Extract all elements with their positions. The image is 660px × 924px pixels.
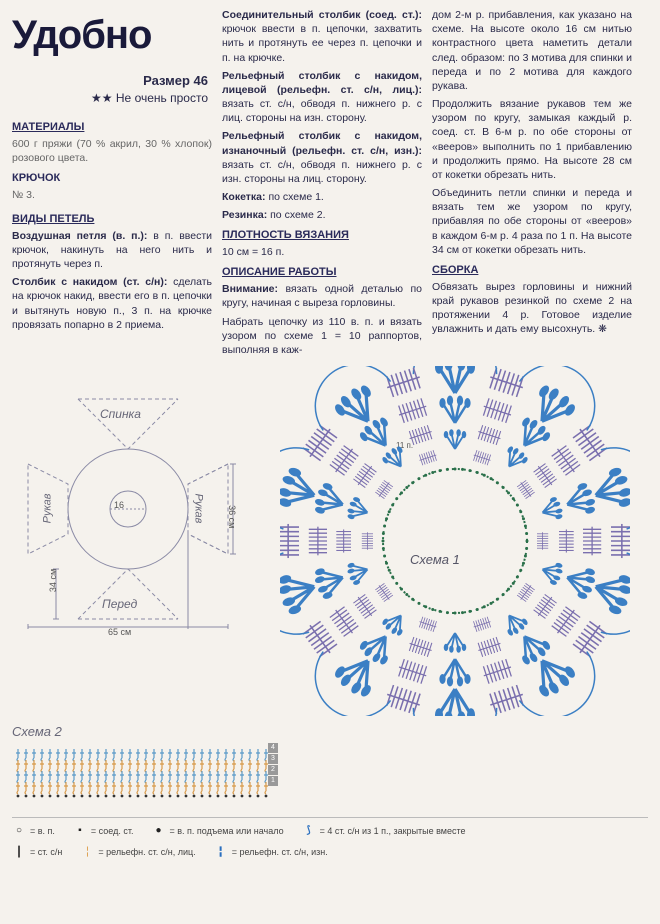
- rel-izn-text: вязать ст. с/н, об­водя п. нижнего р. с …: [222, 159, 422, 185]
- ss-text: крючок ввести в п. цепочки, захватить ни…: [222, 23, 422, 63]
- legend-text: = рельефн. ст. с/н, изн.: [232, 846, 328, 858]
- density-heading: ПЛОТНОСТЬ ВЯЗАНИЯ: [222, 228, 422, 243]
- schema1-chart: [280, 366, 630, 716]
- rezinka-text: по схеме 2.: [270, 209, 325, 221]
- rezinka: Резинка: по схеме 2.: [222, 208, 422, 222]
- materials-yarn: 600 г пряжи (70 % акрил, 30 % хлопок) ро…: [12, 137, 212, 165]
- row-num: 2: [268, 765, 278, 775]
- legend-item: ⟆ = 4 ст. с/н из 1 п., закрытые вместе: [302, 824, 466, 838]
- dim-34: 34 см: [47, 569, 59, 592]
- stitch-ss: Соединительный столбик (со­ед. ст.): крю…: [222, 8, 422, 65]
- dim-65: 65 см: [108, 626, 131, 638]
- sn-label: Столбик с накидом (ст. с/н):: [12, 276, 167, 288]
- rel-lic-text: вязать ст. с/н, об­водя п. нижнего р. с …: [222, 98, 422, 124]
- koketka-text: по схеме 1.: [268, 191, 323, 203]
- schema2-area: Схема 2 4 3 2 1: [0, 723, 660, 813]
- chain-text: Набрать цепочку из 110 в. п. и вязать уз…: [222, 315, 422, 358]
- work-heading: ОПИСАНИЕ РАБОТЫ: [222, 265, 422, 280]
- legend-item: ╏ = рельефн. ст. с/н, изн.: [214, 846, 328, 860]
- attention-label: Внимание:: [222, 283, 278, 295]
- materials-heading: МАТЕРИАЛЫ: [12, 120, 212, 135]
- assembly-heading: СБОРКА: [432, 263, 632, 278]
- legend-item: ○ = в. п.: [12, 824, 55, 838]
- row-num: 1: [268, 776, 278, 786]
- schema2-label: Схема 2: [12, 723, 62, 741]
- diagram-area: Спинка Перед Рукав Рукав 16 36 см 34 см …: [0, 371, 660, 721]
- size-line: Размер 46: [12, 72, 208, 90]
- rel-lic-label: Рельефный столбик с наки­дом, лицевой (р…: [222, 70, 422, 96]
- legend-text: = 4 ст. с/н из 1 п., закрытые вместе: [320, 825, 466, 837]
- schema1-label: Схема 1: [410, 551, 460, 569]
- middle-column: Соединительный столбик (со­ед. ст.): крю…: [222, 8, 422, 361]
- legend-item: ╎ = рельефн. ст. с/н, лиц.: [80, 846, 195, 860]
- dim-36: 36 см: [226, 505, 238, 528]
- label-pered: Перед: [102, 596, 137, 612]
- koketka: Кокетка: по схеме 1.: [222, 190, 422, 204]
- left-column: Удобно Размер 46 ★★ Не очень просто МАТЕ…: [12, 8, 212, 361]
- col3-p1: дом 2-м р. прибавления, как указано на с…: [432, 8, 632, 93]
- legend-sym: ●: [151, 824, 165, 838]
- rel-izn-label: Рельефный столбик с наки­дом, изнаночный…: [222, 130, 422, 156]
- stitch-vp: Воздушная петля (в. п.): в п. ввести крю…: [12, 229, 212, 272]
- col3-p3: Объединить петли спинки и переда и вязат…: [432, 186, 632, 257]
- vp-label: Воздушная петля (в. п.):: [12, 230, 147, 242]
- size-box: Размер 46 ★★ Не очень просто: [12, 72, 212, 106]
- legend-text: = соед. ст.: [91, 825, 134, 837]
- stitch-rel-izn: Рельефный столбик с наки­дом, изнаночный…: [222, 129, 422, 186]
- label-spinka: Спинка: [100, 406, 141, 422]
- legend-item: ┃ = ст. с/н: [12, 846, 62, 860]
- legend-text: = в. п.: [30, 825, 55, 837]
- label-rukav-right: Рукав: [191, 494, 206, 524]
- label-rukav-left: Рукав: [41, 494, 56, 524]
- row-num: 3: [268, 754, 278, 764]
- legend-sym: ▪: [73, 824, 87, 838]
- rezinka-label: Резинка:: [222, 209, 267, 221]
- legend-item: ● = в. п. подъема или начало: [151, 824, 283, 838]
- row-num: 4: [268, 743, 278, 753]
- stitches-heading: ВИДЫ ПЕТЕЛЬ: [12, 212, 212, 227]
- text-columns: Удобно Размер 46 ★★ Не очень просто МАТЕ…: [0, 0, 660, 367]
- hook-label: КРЮЧОК: [12, 171, 212, 186]
- legend-sym: ┃: [12, 846, 26, 860]
- legend-text: = ст. с/н: [30, 846, 62, 858]
- hook-size: № 3.: [12, 188, 212, 202]
- fan-icon: ⟆: [302, 824, 316, 838]
- schema2-row-numbers: 4 3 2 1: [268, 743, 278, 787]
- page-title: Удобно: [12, 8, 212, 62]
- assembly-text: Обвязать вырез горловины и нижний край р…: [432, 280, 632, 337]
- koketka-label: Кокетка:: [222, 191, 266, 203]
- legend-text: = рельефн. ст. с/н, лиц.: [98, 846, 195, 858]
- legend-sym: ╎: [80, 846, 94, 860]
- legend-item: ▪ = соед. ст.: [73, 824, 134, 838]
- ss-label: Соединительный столбик (со­ед. ст.):: [222, 9, 422, 21]
- legend-sym: ○: [12, 824, 26, 838]
- density-text: 10 см = 16 п.: [222, 245, 422, 259]
- attention: Внимание: вязать одной де­талью по кругу…: [222, 282, 422, 310]
- difficulty-line: ★★ Не очень просто: [12, 90, 208, 106]
- right-column: дом 2-м р. прибавления, как указано на с…: [432, 8, 632, 361]
- legend-text: = в. п. подъема или начало: [169, 825, 283, 837]
- schema2-chart: [12, 741, 272, 801]
- stitch-sn: Столбик с накидом (ст. с/н): сделать на …: [12, 275, 212, 332]
- difficulty-text: Не очень просто: [116, 91, 208, 105]
- dim-16: 16: [114, 499, 124, 511]
- legend-sym: ╏: [214, 846, 228, 860]
- stitch-rel-lic: Рельефный столбик с наки­дом, лицевой (р…: [222, 69, 422, 126]
- difficulty-stars: ★★: [91, 91, 113, 105]
- col3-p2: Продолжить вязание рукавов тем же узором…: [432, 97, 632, 182]
- legend: ○ = в. п. ▪ = соед. ст. ● = в. п. подъем…: [12, 817, 648, 859]
